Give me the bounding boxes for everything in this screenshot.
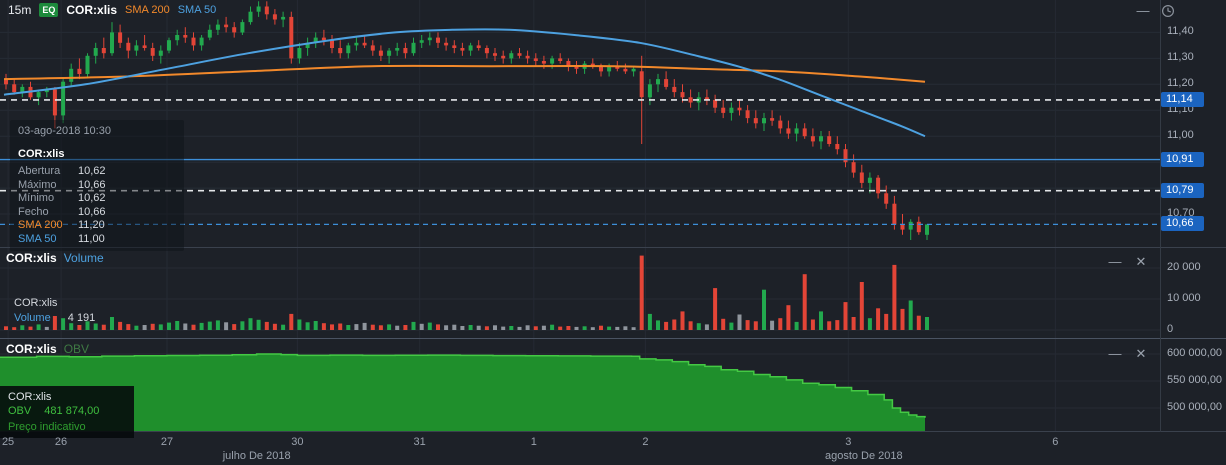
tooltip-symbol: COR:xlis xyxy=(18,147,65,160)
price-badge: 11,14 xyxy=(1161,91,1204,107)
obv-axis-label: 500 000,00 xyxy=(1167,401,1223,413)
main-chart-panel[interactable] xyxy=(0,0,1160,247)
volume-header-symbol[interactable]: COR:xlis xyxy=(6,251,57,265)
obv-indicator-label[interactable]: OBV xyxy=(63,342,90,356)
time-tick: 27 xyxy=(160,436,174,448)
price-badge: 10,66 xyxy=(1161,216,1204,232)
obv-legend-value: 481 874,00 xyxy=(44,405,100,417)
obv-header-symbol[interactable]: COR:xlis xyxy=(6,342,57,356)
time-tick: 31 xyxy=(413,436,426,448)
volume-legend-value: 4 191 xyxy=(67,312,96,324)
time-period-label: julho De 2018 xyxy=(222,450,291,462)
sma200-legend[interactable]: SMA 200 xyxy=(125,4,170,16)
tooltip-row: Fecho 10,66 xyxy=(18,205,106,218)
ohlc-tooltip: 03-ago-2018 10:30 COR:xlis Abertura 10,62… xyxy=(10,120,184,251)
volume-panel[interactable] xyxy=(0,248,1160,338)
price-axis-label: 11,30 xyxy=(1167,51,1194,64)
price-badge: 10,91 xyxy=(1161,151,1204,167)
price-badge: 10,79 xyxy=(1161,182,1204,198)
tooltip-row: SMA 50 11,00 xyxy=(18,232,105,245)
obv-axis-label: 600 000,00 xyxy=(1167,347,1223,359)
time-tick: 1 xyxy=(530,436,537,448)
time-tick: 3 xyxy=(845,436,852,448)
timeframe-label[interactable]: 15m xyxy=(8,3,32,17)
obv-axis-label: 550 000,00 xyxy=(1167,374,1223,386)
axis-border xyxy=(1160,0,1161,432)
panel-separator xyxy=(0,247,1226,248)
obv-legend-label: OBV xyxy=(8,405,32,417)
obv-legend-symbol: COR:xlis xyxy=(8,391,52,403)
obv-close-button[interactable]: ✕ xyxy=(1135,346,1147,361)
tooltip-row: Mínimo 10,62 xyxy=(18,192,106,204)
obv-panel[interactable] xyxy=(0,339,1160,431)
clock-icon[interactable] xyxy=(1161,4,1175,18)
tooltip-row: SMA 200 11,20 xyxy=(18,219,105,231)
obv-panel-header: COR:xlis OBV xyxy=(6,342,89,356)
volume-legend: COR:xlis Volume 4 191 xyxy=(14,296,95,326)
indicative-price-note: Preço indicativo xyxy=(8,421,86,433)
price-axis-label: 11,40 xyxy=(1167,25,1194,38)
volume-legend-label: Volume xyxy=(14,312,51,324)
time-tick: 2 xyxy=(642,436,649,448)
eq-badge: EQ xyxy=(39,3,59,17)
time-tick: 26 xyxy=(54,436,68,448)
panel-separator xyxy=(0,431,1226,432)
time-axis[interactable]: 25 26 27 30 31 1 2 3 6 julho De 2018 agosto De 201… xyxy=(0,432,1226,465)
volume-axis-label: 10 000 xyxy=(1167,292,1201,304)
tooltip-row: Máximo 10,66 xyxy=(18,178,106,191)
price-axis[interactable]: 11,40 11,30 11,20 11,10 11,00 10,70 20 000 10 0… xyxy=(1161,0,1226,432)
volume-indicator-label[interactable]: Volume xyxy=(63,251,104,265)
time-tick: 30 xyxy=(291,436,304,448)
volume-minimize-button[interactable]: — xyxy=(1108,254,1122,269)
time-tick: 25 xyxy=(1,436,15,448)
symbol-label[interactable]: COR:xlis xyxy=(66,3,118,17)
tooltip-datetime: 03-ago-2018 10:30 xyxy=(18,125,111,137)
volume-legend-symbol: COR:xlis xyxy=(14,297,58,309)
sma50-legend[interactable]: SMA 50 xyxy=(177,4,217,16)
price-axis-label: 11,00 xyxy=(1167,129,1194,142)
price-axis-label: 11,20 xyxy=(1167,77,1194,90)
main-minimize-button[interactable]: — xyxy=(1136,3,1150,18)
volume-axis-label: 20 000 xyxy=(1167,261,1201,273)
time-period-label: agosto De 2018 xyxy=(824,450,903,462)
panel-separator xyxy=(0,338,1226,339)
time-tick: 6 xyxy=(1052,436,1059,448)
price-axis-label: 10,70 xyxy=(1167,207,1195,220)
tooltip-row: Abertura 10,62 xyxy=(18,165,106,177)
volume-panel-header: COR:xlis Volume xyxy=(6,251,104,265)
obv-legend: COR:xlis OBV 481 874,00 Preço indicativo xyxy=(0,386,134,438)
volume-close-button[interactable]: ✕ xyxy=(1135,254,1147,269)
main-chart-header: 15m EQ COR:xlis SMA 200 SMA 50 xyxy=(8,3,216,17)
volume-axis-label: 0 xyxy=(1167,323,1174,335)
obv-minimize-button[interactable]: — xyxy=(1108,346,1122,361)
